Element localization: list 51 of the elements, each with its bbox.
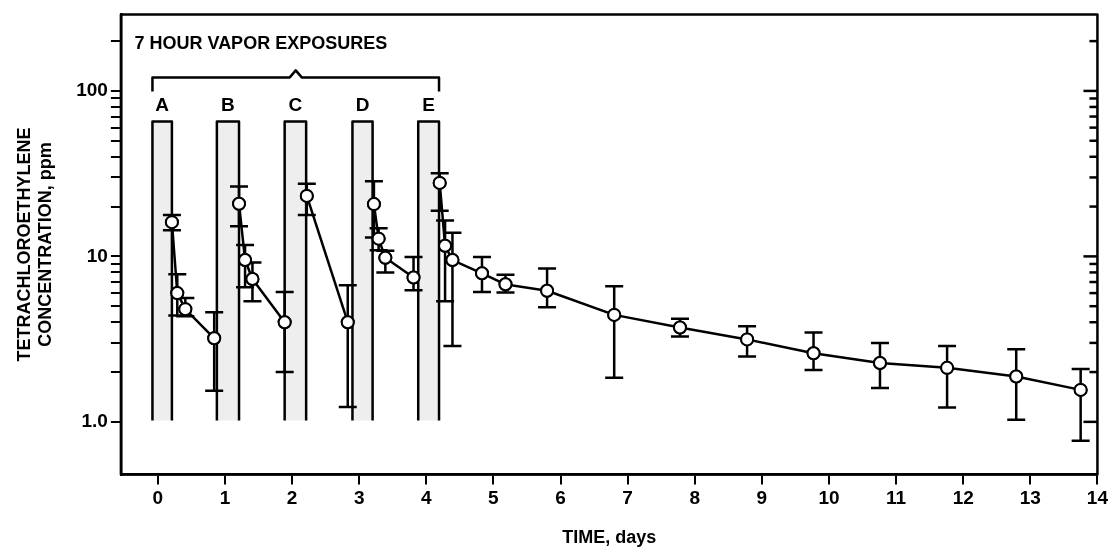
x-tick-label: 3: [353, 487, 365, 509]
point: [299, 188, 314, 203]
point: [232, 196, 247, 211]
point: [406, 270, 421, 285]
point: [245, 272, 260, 286]
point: [540, 283, 555, 298]
point: [277, 315, 292, 330]
point: [371, 231, 386, 246]
point: [207, 331, 222, 346]
x-tick-label: 14: [1086, 487, 1109, 509]
band-label: D: [355, 94, 370, 116]
point: [474, 266, 489, 281]
point: [1073, 382, 1088, 397]
x-tick-label: 4: [420, 487, 432, 509]
point: [366, 197, 381, 212]
x-tick-label: 13: [1019, 487, 1041, 509]
x-tick-label: 6: [555, 487, 566, 509]
point: [445, 253, 460, 268]
y-axis-title: TETRACHLOROETHYLENE CONCENTRATION, ppm: [13, 127, 56, 362]
y-tick-label: 1.0: [81, 410, 108, 432]
point: [378, 250, 393, 265]
x-tick-label: 12: [952, 487, 974, 509]
x-tick-label: 2: [286, 487, 298, 509]
point: [238, 253, 253, 268]
point: [607, 307, 622, 322]
band-label: A: [155, 94, 170, 116]
point: [178, 302, 193, 317]
x-tick-label: 8: [689, 487, 701, 509]
point: [170, 286, 185, 301]
x-tick-label: 9: [756, 487, 768, 509]
y-tick-label: 10: [86, 244, 108, 266]
band-label: E: [422, 94, 435, 116]
point: [1009, 369, 1024, 384]
point: [340, 315, 355, 330]
x-tick-label: 11: [886, 487, 907, 509]
point: [432, 175, 447, 190]
x-tick-label: 0: [152, 487, 164, 509]
band-label: B: [221, 94, 235, 116]
x-axis-title: TIME, days: [562, 527, 657, 548]
x-tick-label: 1: [219, 487, 231, 509]
x-tick-label: 10: [818, 487, 840, 509]
point: [872, 355, 887, 370]
point: [806, 346, 821, 361]
y-tick-label: 100: [76, 79, 108, 101]
point: [940, 360, 955, 375]
x-tick-label: 5: [488, 487, 500, 509]
annotation: 7 HOUR VAPOR EXPOSURES: [134, 33, 388, 54]
point: [740, 332, 755, 347]
band-label: C: [288, 94, 303, 116]
point: [438, 238, 453, 253]
x-tick-label: 7: [622, 487, 633, 509]
